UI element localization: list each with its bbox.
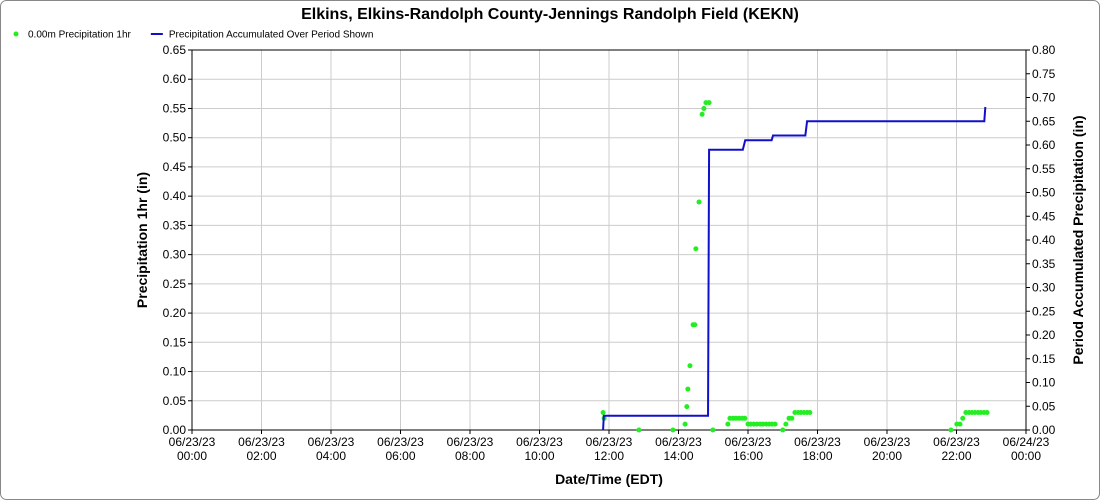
line [602,106,987,431]
y2-tick-label: 0.70 [1032,91,1056,105]
x-tick-label: 06/23/23 12:00 [586,435,633,463]
y2-tick-label: 0.60 [1032,138,1056,152]
x-tick-label: 06/23/23 02:00 [238,435,285,463]
y-axis-label: Precipitation 1hr (in) [134,172,150,308]
x-tick-label: 06/23/23 08:00 [447,435,494,463]
y-tick-label: 0.55 [163,101,187,115]
y2-tick-label: 0.05 [1032,399,1056,413]
y-tick-label: 0.35 [163,218,187,232]
y2-tick-label: 0.55 [1032,162,1056,176]
y2-tick-label: 0.00 [1032,423,1056,437]
y2-tick-label: 0.25 [1032,304,1056,318]
x-tick-label: 06/23/23 00:00 [169,435,216,463]
point [684,404,690,410]
y2-tick-label: 0.20 [1032,328,1056,342]
y2-tick-label: 0.50 [1032,186,1056,200]
point [701,105,707,111]
point [670,427,676,433]
legend-label: 0.00m Precipitation 1hr [28,30,132,41]
point [742,415,748,421]
y-tick-label: 0.40 [163,189,187,203]
point [687,363,693,369]
y-tick-label: 0.25 [163,277,187,291]
y2-tick-label: 0.65 [1032,114,1056,128]
y2-tick-label: 0.75 [1032,67,1056,81]
y2-axis-label: Period Accumulated Precipitation (in) [1070,115,1086,364]
y-tick-label: 0.05 [163,394,187,408]
y-tick-label: 0.50 [163,131,187,145]
y-tick-label: 0.10 [163,365,187,379]
point [948,427,954,433]
point [783,421,789,427]
point [780,427,786,433]
point [699,111,705,117]
y-tick-label: 0.45 [163,160,187,174]
y-tick-label: 0.60 [163,72,187,86]
y2-tick-label: 0.30 [1032,281,1056,295]
point [960,415,966,421]
y2-tick-label: 0.10 [1032,376,1056,390]
point [706,100,712,106]
chart-title: Elkins, Elkins-Randolph County-Jennings … [301,6,799,23]
x-axis-label: Date/Time (EDT) [555,471,663,487]
x-tick-label: 06/23/23 20:00 [864,435,911,463]
point [682,421,688,427]
point [957,421,963,427]
x-tick-label: 06/23/23 10:00 [516,435,563,463]
y-tick-label: 0.00 [163,423,187,437]
y-tick-label: 0.65 [163,43,187,57]
point [984,409,990,415]
point [600,409,606,415]
y2-tick-label: 0.15 [1032,352,1056,366]
x-tick-label: 06/23/23 04:00 [308,435,355,463]
y-tick-label: 0.15 [163,335,187,349]
legend-marker [13,31,19,37]
x-tick-label: 06/23/23 06:00 [377,435,424,463]
point [636,427,642,433]
point [807,409,813,415]
x-tick-label: 06/23/23 22:00 [933,435,980,463]
x-tick-label: 06/23/23 16:00 [725,435,772,463]
x-tick-label: 06/23/23 18:00 [794,435,841,463]
point [696,199,702,205]
point [710,427,716,433]
y2-tick-label: 0.80 [1032,43,1056,57]
x-tick-label: 06/24/23 00:00 [1003,435,1050,463]
plot-frame [191,49,1027,431]
y2-tick-label: 0.40 [1032,233,1056,247]
y-tick-label: 0.30 [163,248,187,262]
y2-tick-label: 0.45 [1032,209,1056,223]
point [789,415,795,421]
point [692,322,698,328]
point [693,246,699,252]
point [725,421,731,427]
point [772,421,778,427]
point [685,386,691,392]
x-tick-label: 06/23/23 14:00 [655,435,702,463]
y-tick-label: 0.20 [163,306,187,320]
y2-tick-label: 0.35 [1032,257,1056,271]
legend-label: Precipitation Accumulated Over Period Sh… [169,30,374,41]
